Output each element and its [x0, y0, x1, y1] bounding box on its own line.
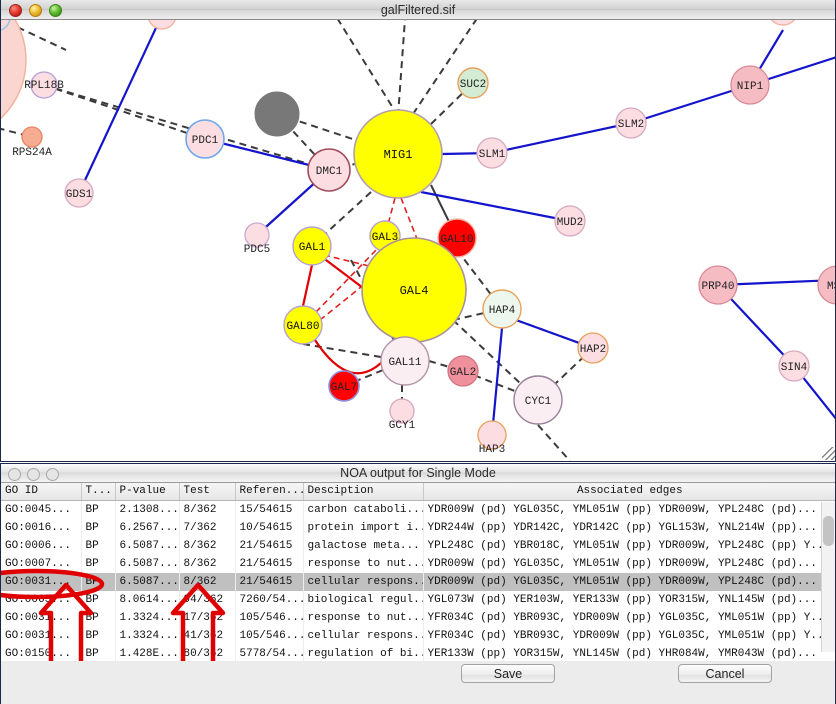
- svg-text:SLM1: SLM1: [479, 149, 506, 161]
- svg-text:GAL1: GAL1: [299, 242, 326, 254]
- svg-text:MUD2: MUD2: [557, 217, 583, 229]
- svg-text:GAL10: GAL10: [440, 234, 473, 246]
- svg-text:GAL4: GAL4: [400, 284, 429, 298]
- svg-text:SUC2: SUC2: [460, 79, 486, 91]
- svg-text:CYC1: CYC1: [525, 396, 552, 408]
- svg-text:GAL7: GAL7: [331, 382, 357, 394]
- svg-text:GCY1: GCY1: [389, 420, 416, 432]
- svg-text:GDS1: GDS1: [66, 189, 93, 201]
- svg-text:GAL11: GAL11: [388, 357, 421, 369]
- svg-text:MIG1: MIG1: [384, 148, 413, 162]
- svg-text:DMC1: DMC1: [316, 166, 343, 178]
- svg-text:HAP3: HAP3: [479, 444, 505, 456]
- svg-text:HAP2: HAP2: [580, 344, 606, 356]
- svg-text:RPS24A: RPS24A: [12, 147, 52, 159]
- svg-text:SLM2: SLM2: [618, 119, 644, 131]
- svg-text:MSI: MSI: [827, 281, 836, 293]
- svg-text:GAL2: GAL2: [450, 367, 476, 379]
- svg-text:GAL80: GAL80: [286, 321, 319, 333]
- svg-text:SIN4: SIN4: [781, 362, 808, 374]
- svg-text:PDC1: PDC1: [192, 135, 219, 147]
- svg-text:HAP4: HAP4: [489, 305, 516, 317]
- svg-text:RPL18B: RPL18B: [24, 80, 64, 92]
- svg-text:NIP1: NIP1: [737, 81, 764, 93]
- svg-text:PRP40: PRP40: [701, 281, 734, 293]
- svg-text:PDC5: PDC5: [244, 244, 270, 256]
